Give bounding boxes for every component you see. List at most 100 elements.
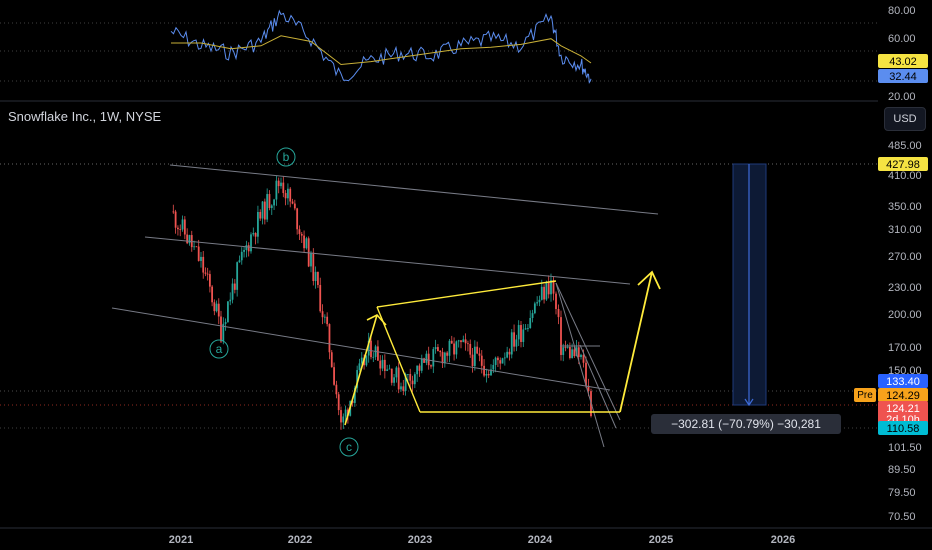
candle-body bbox=[372, 356, 375, 358]
wave-label-c-circle bbox=[339, 437, 359, 457]
candle-body bbox=[240, 251, 243, 261]
candle-body bbox=[365, 355, 368, 366]
candle-body bbox=[222, 323, 225, 342]
candle-body bbox=[388, 368, 391, 370]
candle-body bbox=[547, 281, 550, 295]
channel-line bbox=[111, 307, 611, 391]
currency-button[interactable]: USD bbox=[884, 107, 926, 131]
symbol-title: Snowflake Inc., 1W, NYSE bbox=[8, 109, 162, 124]
yellow-impulse-line bbox=[344, 314, 378, 426]
candle-body bbox=[381, 359, 384, 369]
candle-body bbox=[427, 353, 430, 366]
wave-label-c: c bbox=[346, 440, 352, 454]
candle-body bbox=[453, 343, 455, 355]
candle-body bbox=[469, 344, 472, 355]
candle-body bbox=[383, 359, 386, 371]
candle-body bbox=[333, 367, 335, 385]
candle-body bbox=[585, 362, 587, 386]
price-tick-label: 101.50 bbox=[888, 442, 922, 454]
price-badge bbox=[878, 388, 928, 402]
candle-body bbox=[266, 194, 269, 220]
candle-body bbox=[515, 339, 518, 347]
candle-body bbox=[186, 234, 189, 244]
candle-body bbox=[476, 346, 479, 354]
candle-body bbox=[573, 349, 576, 357]
candle-body bbox=[485, 374, 488, 376]
candle-body bbox=[508, 351, 511, 355]
candle-body bbox=[367, 340, 370, 356]
candle-body bbox=[233, 283, 236, 290]
candle-body bbox=[527, 327, 529, 329]
candle-body bbox=[462, 339, 465, 343]
candle-body bbox=[177, 227, 179, 230]
candle-body bbox=[227, 301, 229, 323]
time-tick-label: 2021 bbox=[169, 534, 193, 546]
price-badge bbox=[878, 401, 928, 415]
candle-body bbox=[503, 357, 506, 359]
wedge-line bbox=[555, 282, 605, 448]
candle-body bbox=[183, 219, 186, 235]
candle-body bbox=[564, 347, 567, 349]
candle-body bbox=[492, 364, 495, 370]
candle-body bbox=[174, 211, 177, 228]
candle-body bbox=[208, 274, 211, 287]
candle-body bbox=[211, 286, 214, 303]
candle-body bbox=[238, 260, 241, 263]
yellow-left-line bbox=[376, 306, 421, 413]
candle-body bbox=[587, 385, 590, 392]
candle-body bbox=[425, 353, 428, 363]
price-badge-text: 110.58 bbox=[887, 423, 920, 435]
price-tick-label: 410.00 bbox=[888, 170, 922, 182]
candle-body bbox=[582, 354, 585, 363]
candle-body bbox=[494, 357, 497, 365]
candle-body bbox=[293, 203, 296, 209]
candle-body bbox=[538, 299, 541, 303]
candle-body bbox=[197, 246, 200, 261]
projection-arrow-head bbox=[637, 270, 661, 290]
wedge-line bbox=[579, 344, 617, 429]
candle-body bbox=[326, 316, 329, 325]
candle-body bbox=[464, 339, 467, 344]
candle-body bbox=[555, 293, 557, 309]
yellow-top-line bbox=[376, 280, 557, 308]
candle-body bbox=[247, 245, 250, 252]
candle-body bbox=[430, 365, 432, 367]
candle-body bbox=[522, 329, 525, 342]
price-tick-label: 79.50 bbox=[888, 487, 916, 499]
wave-label-b: b bbox=[283, 150, 290, 164]
candle-body bbox=[420, 358, 423, 371]
candle-body bbox=[550, 280, 552, 295]
candle-body bbox=[455, 341, 458, 355]
rsi-value-badge bbox=[878, 69, 928, 83]
candle-body bbox=[411, 380, 414, 385]
candle-body bbox=[404, 374, 407, 391]
wave-label-a-circle bbox=[209, 339, 229, 359]
candle-body bbox=[310, 252, 312, 267]
candle-body bbox=[434, 347, 437, 350]
candle-body bbox=[231, 283, 234, 300]
candle-body bbox=[335, 384, 338, 395]
premarket-tag: Pre bbox=[854, 388, 876, 402]
candle-body bbox=[473, 346, 476, 367]
candle-body bbox=[217, 303, 220, 317]
rsi-moving-average bbox=[171, 35, 592, 66]
candle-body bbox=[307, 238, 310, 267]
candle-body bbox=[529, 317, 532, 328]
candle-body bbox=[490, 369, 492, 376]
rsi-value-badge-text: 43.02 bbox=[889, 56, 917, 68]
candle-body bbox=[568, 346, 571, 358]
candle-body bbox=[300, 233, 303, 236]
candle-body bbox=[215, 303, 218, 312]
candle-body bbox=[413, 374, 416, 385]
candle-body bbox=[280, 182, 282, 187]
price-badge-text: 133.40 bbox=[886, 376, 920, 388]
candle-body bbox=[499, 360, 502, 364]
candle-body bbox=[409, 374, 412, 381]
candle-body bbox=[418, 365, 421, 371]
candle-body bbox=[437, 347, 439, 352]
candle-body bbox=[305, 238, 308, 249]
candle-body bbox=[432, 349, 435, 367]
candle-body bbox=[204, 272, 207, 274]
candle-body bbox=[344, 409, 347, 417]
price-badge bbox=[878, 374, 928, 388]
